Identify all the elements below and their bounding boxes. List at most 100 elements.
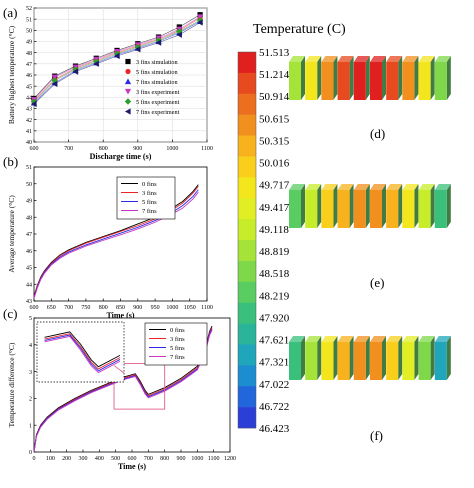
battery-cell-top <box>402 56 419 62</box>
colorbar-tick-label: 48.819 <box>259 246 290 258</box>
x-tick-label: 200 <box>62 456 71 462</box>
colorbar-tick-label: 49.417 <box>259 202 290 214</box>
battery-cell-side <box>382 184 386 228</box>
battery-pack-render-e <box>289 184 451 228</box>
battery-cell-side <box>430 56 435 100</box>
battery-cell-side <box>317 184 322 228</box>
battery-cell <box>402 342 415 380</box>
x-tick-label: 500 <box>111 456 120 462</box>
battery-cell <box>418 342 431 380</box>
colorbar-swatch <box>238 156 256 178</box>
battery-cell-side <box>349 184 354 228</box>
battery-cell <box>434 62 447 100</box>
battery-cell-top <box>305 184 322 190</box>
data-point-a <box>196 19 203 26</box>
data-point-a <box>72 66 79 73</box>
colorbar-tick-label: 49.717 <box>259 180 290 192</box>
battery-cell-side <box>349 56 354 100</box>
colorbar-tick-label: 48.518 <box>259 268 290 280</box>
battery-cell-top <box>418 56 435 62</box>
colorbar-tick-label: 46.722 <box>259 401 289 413</box>
colorbar-swatch <box>238 365 256 387</box>
y-tick-label: 51 <box>26 17 32 23</box>
battery-cell-top <box>289 336 305 342</box>
battery-cell-side <box>446 56 451 100</box>
y-tick-label: 49 <box>26 40 32 46</box>
colorbar-swatch <box>238 52 256 74</box>
battery-cell-side <box>317 336 322 380</box>
colorbar-tick-label: 48.219 <box>259 290 290 302</box>
battery-cell <box>321 342 334 380</box>
battery-cell <box>386 62 399 100</box>
colorbar-swatch <box>238 114 256 136</box>
legend-label-a: 3 fins simulation <box>136 59 178 66</box>
legend-label-b: 5 fins <box>142 199 157 206</box>
colorbar-swatch <box>238 302 256 324</box>
y-tick-label: 44 <box>26 282 32 288</box>
battery-cell-top <box>418 336 435 342</box>
y-tick-label: 4 <box>29 343 32 349</box>
colorbar-swatch <box>238 93 256 115</box>
battery-cell <box>321 190 334 228</box>
y-tick-label: 44 <box>26 96 32 102</box>
data-point-a <box>113 52 120 60</box>
y-tick-label: 48 <box>26 215 32 221</box>
colorbar-tick-label: 47.321 <box>259 357 289 369</box>
x-tick-label: 1050 <box>184 305 196 311</box>
y-axis-label: Temperature difference (°C) <box>7 342 16 427</box>
x-tick-label: 800 <box>99 305 108 311</box>
battery-cell-top <box>353 336 370 342</box>
y-tick-label: 48 <box>26 51 32 57</box>
y-tick-label: 5 <box>29 316 32 322</box>
x-tick-label: 1000 <box>191 456 203 462</box>
battery-cell-side <box>446 336 451 380</box>
battery-cell-side <box>414 336 419 380</box>
battery-cell <box>402 62 415 100</box>
battery-cell-side <box>333 56 338 100</box>
battery-cell-top <box>321 56 338 62</box>
x-tick-label: 400 <box>95 456 104 462</box>
x-tick-label: 1000 <box>166 146 178 152</box>
colorbar-tick-label: 51.214 <box>259 69 290 81</box>
data-point-a <box>155 39 162 46</box>
battery-cell-top <box>386 336 403 342</box>
battery-cell-top <box>337 336 354 342</box>
inset-series-line <box>44 334 121 372</box>
legend-marker-a <box>124 78 132 85</box>
battery-cell <box>386 190 399 228</box>
panel-label-e: (e) <box>370 275 384 290</box>
battery-cell <box>418 190 431 228</box>
y-tick-label: 1 <box>29 423 32 429</box>
x-tick-label: 600 <box>30 305 39 311</box>
battery-cell <box>418 62 431 100</box>
battery-cell-side <box>382 336 386 380</box>
colorbar-swatch <box>238 260 256 283</box>
colorbar-tick-label: 47.022 <box>259 379 289 391</box>
battery-cell <box>305 62 318 100</box>
x-tick-label: 800 <box>99 146 108 152</box>
battery-cell-top <box>386 184 403 190</box>
legend-label-a: 5 fins experiment <box>136 99 180 106</box>
battery-cell-side <box>414 56 419 100</box>
legend-label-a: 3 fins experiment <box>136 89 180 96</box>
battery-cell <box>370 190 382 228</box>
legend-marker-a <box>125 68 131 75</box>
series-line-b <box>33 191 199 299</box>
colorbar-swatch <box>238 240 256 262</box>
battery-cell <box>434 342 447 380</box>
battery-cell <box>434 190 447 228</box>
legend-label-b: 7 fins <box>142 208 157 215</box>
colorbar-tick-label: 47.621 <box>259 335 289 347</box>
legend-label-a: 5 fins simulation <box>136 69 178 76</box>
x-tick-label: 300 <box>79 456 88 462</box>
legend-label-c: 5 fins <box>170 345 185 352</box>
chart-b-average-temperature: 600 650 700 750 800 850 900 950 1000 1050 1100 43 44… <box>7 165 213 320</box>
x-tick-label: 600 <box>30 146 39 152</box>
series-line-c <box>33 325 213 453</box>
x-tick-label: 1100 <box>201 146 213 152</box>
battery-cell-side <box>382 56 386 100</box>
battery-cell-top <box>370 184 386 190</box>
legend-label-c: 7 fins <box>170 354 185 361</box>
x-tick-label: 700 <box>64 146 73 152</box>
